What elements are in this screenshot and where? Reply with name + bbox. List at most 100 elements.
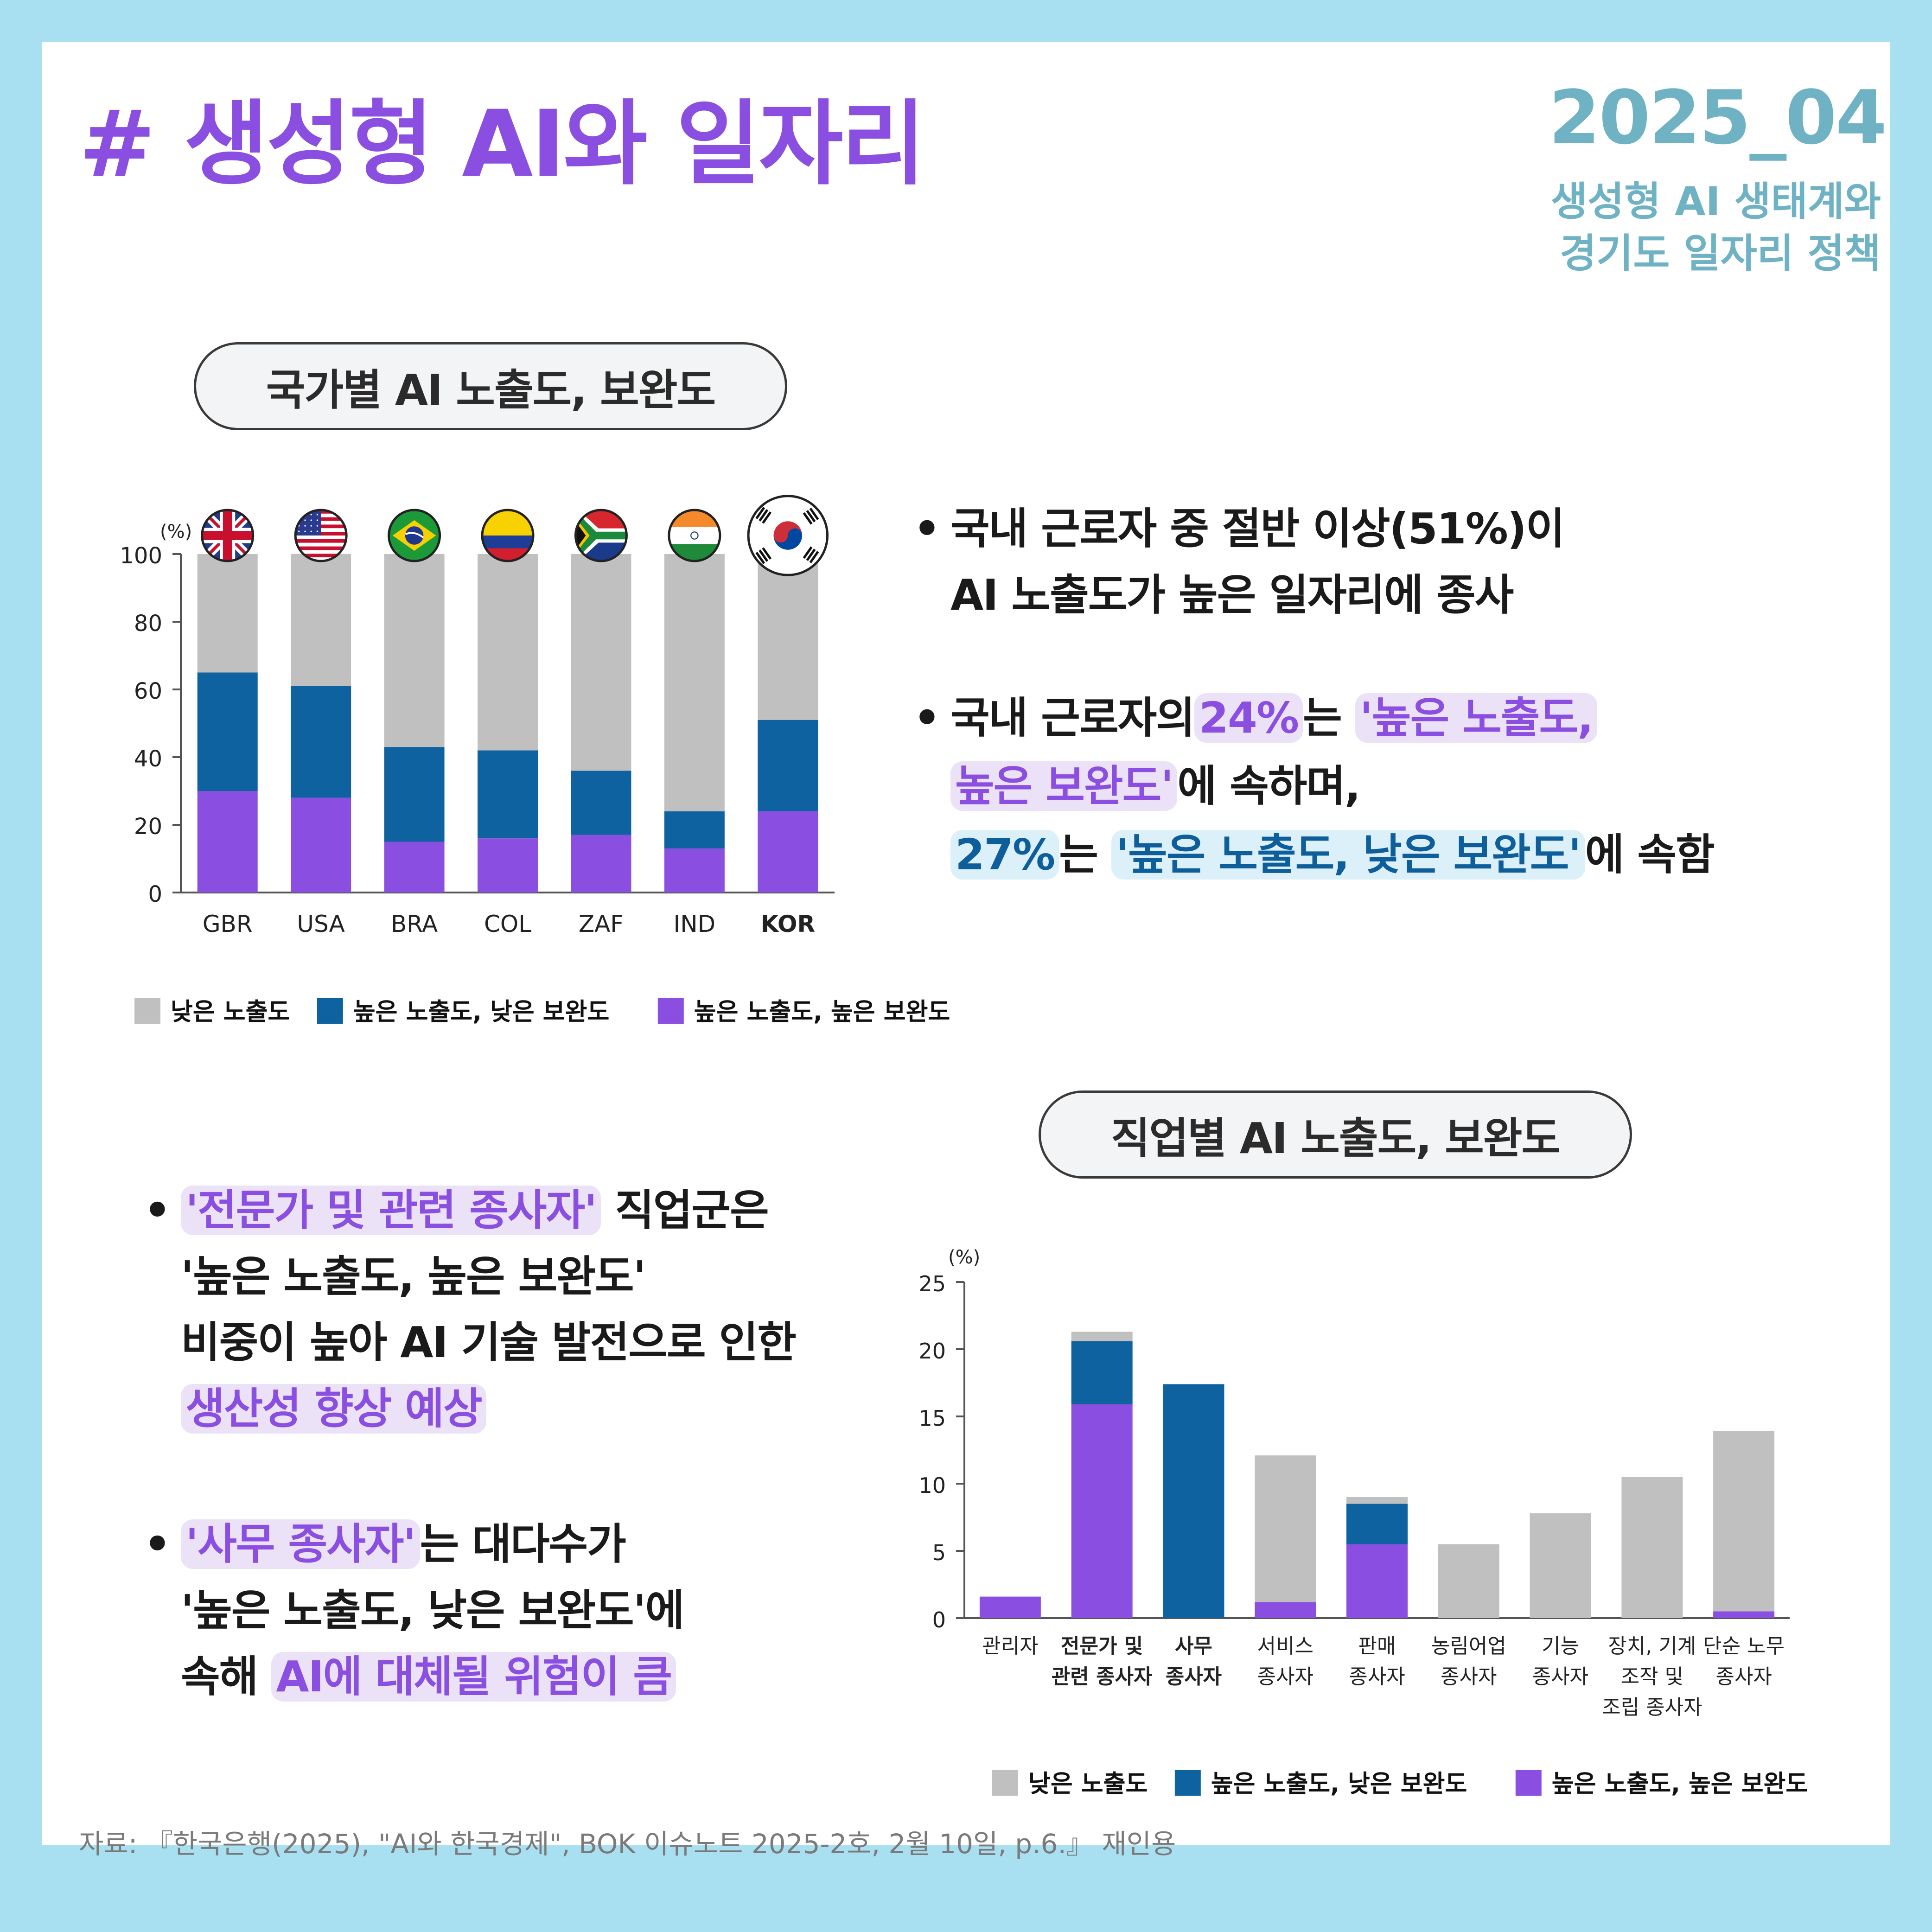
legend-swatch-high_high bbox=[1515, 1770, 1542, 1796]
y-tick-label: 0 bbox=[148, 881, 162, 907]
highlight-high-high: 높은 보완도' bbox=[950, 761, 1178, 811]
bar-segment-low bbox=[1530, 1513, 1591, 1618]
legend-label-high_low: 높은 노출도, 낮은 보완도 bbox=[1211, 1770, 1467, 1798]
brazil-flag-icon bbox=[388, 509, 441, 562]
highlight-27pct: 27% bbox=[950, 829, 1059, 880]
bar-segment-high_low bbox=[291, 686, 351, 798]
y-tick-label: 25 bbox=[918, 1271, 946, 1296]
x-tick-label: BRA bbox=[391, 911, 438, 937]
x-tick-label: KOR bbox=[761, 911, 816, 937]
y-tick-label: 10 bbox=[918, 1473, 946, 1498]
occupation-chart-pill: 직업별 AI 노출도, 보완도 bbox=[1039, 1090, 1632, 1179]
bar-segment-high_low bbox=[571, 771, 631, 835]
x-tick-label: IND bbox=[674, 911, 716, 937]
issue-subtitle-line1: 생성형 AI 생태계와 bbox=[1550, 179, 1881, 225]
y-unit-label: (%) bbox=[160, 521, 192, 542]
bar-segment-high_high bbox=[1071, 1404, 1133, 1618]
bar-segment-high_high bbox=[197, 791, 258, 893]
bar-segment-high_low bbox=[1071, 1341, 1133, 1404]
y-tick-label: 60 bbox=[134, 678, 162, 704]
section2-bullets: '전문가 및 관련 종사자' 직업군은 '높은 노출도, 높은 보완도' 비중이… bbox=[139, 1178, 950, 1766]
legend-label-high_high: 높은 노출도, 높은 보완도 bbox=[1552, 1770, 1808, 1798]
bullet-text: 속해 bbox=[181, 1651, 272, 1702]
x-tick-label: 종사자 bbox=[1532, 1665, 1588, 1689]
bar-segment-high_high bbox=[1255, 1602, 1316, 1618]
bullet-text: 국내 근로자의 bbox=[950, 693, 1195, 743]
highlight-professionals: '전문가 및 관련 종사자' bbox=[181, 1186, 601, 1235]
uk-flag-icon bbox=[201, 509, 255, 562]
bar-segment-low bbox=[1438, 1544, 1499, 1618]
bar-segment-high_high bbox=[1713, 1611, 1775, 1618]
bar-segment-high_high bbox=[979, 1596, 1041, 1618]
issue-subtitle: 생성형 AI 생태계와 경기도 일자리 정책 bbox=[1551, 176, 1881, 280]
x-tick-label: 관리자 bbox=[982, 1634, 1038, 1658]
us-flag-icon bbox=[294, 509, 348, 562]
section1-bullets: 국내 근로자 중 절반 이상(51%)이 AI 노출도가 높은 일자리에 종사 … bbox=[909, 496, 1836, 944]
x-tick-label: 종사자 bbox=[1715, 1665, 1772, 1689]
bullet-clerical: '사무 종사자'는 대다수가 '높은 노출도, 낮은 보완도'에 속해 AI에 … bbox=[139, 1511, 950, 1710]
bar-segment-low bbox=[1621, 1477, 1683, 1618]
bullet-text: 는 bbox=[1059, 829, 1098, 880]
bar-segment-low bbox=[1255, 1455, 1316, 1602]
bullet-text: 비중이 높아 AI 기술 발전으로 인한 bbox=[181, 1318, 797, 1368]
bar-segment-low bbox=[1713, 1431, 1775, 1612]
highlight-high-low: '높은 노출도, 낮은 보완도' bbox=[1111, 829, 1585, 880]
bar-segment-high_high bbox=[291, 797, 351, 893]
bar-segment-high_low bbox=[384, 747, 445, 842]
y-tick-label: 100 bbox=[120, 543, 162, 569]
page-title: # 생성형 AI와 일자리 bbox=[79, 90, 926, 198]
bar-segment-low bbox=[571, 554, 631, 771]
bar-segment-low bbox=[1346, 1497, 1408, 1504]
x-tick-label: 사무 bbox=[1175, 1634, 1212, 1658]
bar-segment-low bbox=[291, 554, 351, 686]
bar-segment-high_low bbox=[478, 750, 538, 839]
bullet-text: AI 노출도가 높은 일자리에 종사 bbox=[950, 570, 1514, 620]
bar-segment-high_low bbox=[758, 720, 818, 811]
bar-segment-low bbox=[478, 554, 538, 751]
y-tick-label: 0 bbox=[932, 1607, 946, 1632]
bar-segment-low bbox=[197, 554, 258, 673]
x-tick-label: 종사자 bbox=[1257, 1665, 1313, 1689]
bullet-text: 는 대다수가 bbox=[420, 1519, 626, 1569]
highlight-replacement-risk: AI에 대체될 위험이 큼 bbox=[271, 1651, 676, 1702]
x-tick-label: 조립 종사자 bbox=[1602, 1696, 1702, 1719]
bar-segment-high_low bbox=[664, 811, 725, 849]
bullet-text: 에 속하며, bbox=[1177, 761, 1361, 811]
y-tick-label: 5 bbox=[932, 1540, 946, 1565]
y-tick-label: 20 bbox=[918, 1339, 946, 1364]
legend-swatch-high_low bbox=[317, 998, 343, 1024]
highlight-productivity: 생산성 향상 예상 bbox=[181, 1384, 486, 1434]
bullet-text: 국내 근로자 중 절반 이상(51%)이 bbox=[950, 504, 1565, 554]
highlight-high-high: '높은 노출도, bbox=[1355, 693, 1598, 743]
legend-swatch-high_low bbox=[1174, 1770, 1201, 1796]
bar-segment-low bbox=[1071, 1332, 1133, 1341]
bullet-exposure-share: 국내 근로자 중 절반 이상(51%)이 AI 노출도가 높은 일자리에 종사 bbox=[909, 496, 1836, 628]
bullet-text: '높은 노출도, 높은 보완도' bbox=[181, 1251, 646, 1301]
highlight-24pct: 24% bbox=[1194, 693, 1303, 743]
country-chart-pill: 국가별 AI 노출도, 보완도 bbox=[194, 342, 787, 430]
bar-segment-low bbox=[384, 554, 445, 747]
bar-segment-high_high bbox=[1346, 1544, 1408, 1618]
issue-number: 2025_04 bbox=[1549, 74, 1887, 161]
y-tick-label: 20 bbox=[134, 814, 162, 840]
bar-segment-high_high bbox=[758, 811, 818, 893]
bar-segment-high_low bbox=[1163, 1384, 1224, 1618]
country-exposure-chart: 0 20 40 60 80 100(%) GBR USA BRA COL ZAF IND KOR 낮은 노… bbox=[120, 495, 950, 1026]
bar-segment-low bbox=[664, 554, 725, 811]
bar-segment-high_high bbox=[478, 838, 538, 893]
korea-flag-icon bbox=[747, 495, 829, 576]
x-tick-label: ZAF bbox=[579, 911, 624, 937]
x-tick-label: 종사자 bbox=[1166, 1665, 1222, 1689]
bullet-text: 는 bbox=[1303, 693, 1342, 743]
x-tick-label: GBR bbox=[203, 911, 253, 937]
y-tick-label: 40 bbox=[134, 746, 162, 772]
legend-swatch-high_high bbox=[657, 998, 684, 1024]
x-tick-label: 종사자 bbox=[1349, 1665, 1405, 1689]
legend-swatch-low bbox=[992, 1770, 1018, 1796]
issue-subtitle-line2: 경기도 일자리 정책 bbox=[1560, 230, 1881, 277]
x-tick-label: 종사자 bbox=[1441, 1665, 1497, 1689]
x-tick-label: 판매 bbox=[1358, 1634, 1396, 1658]
bar-segment-high_high bbox=[571, 835, 631, 893]
